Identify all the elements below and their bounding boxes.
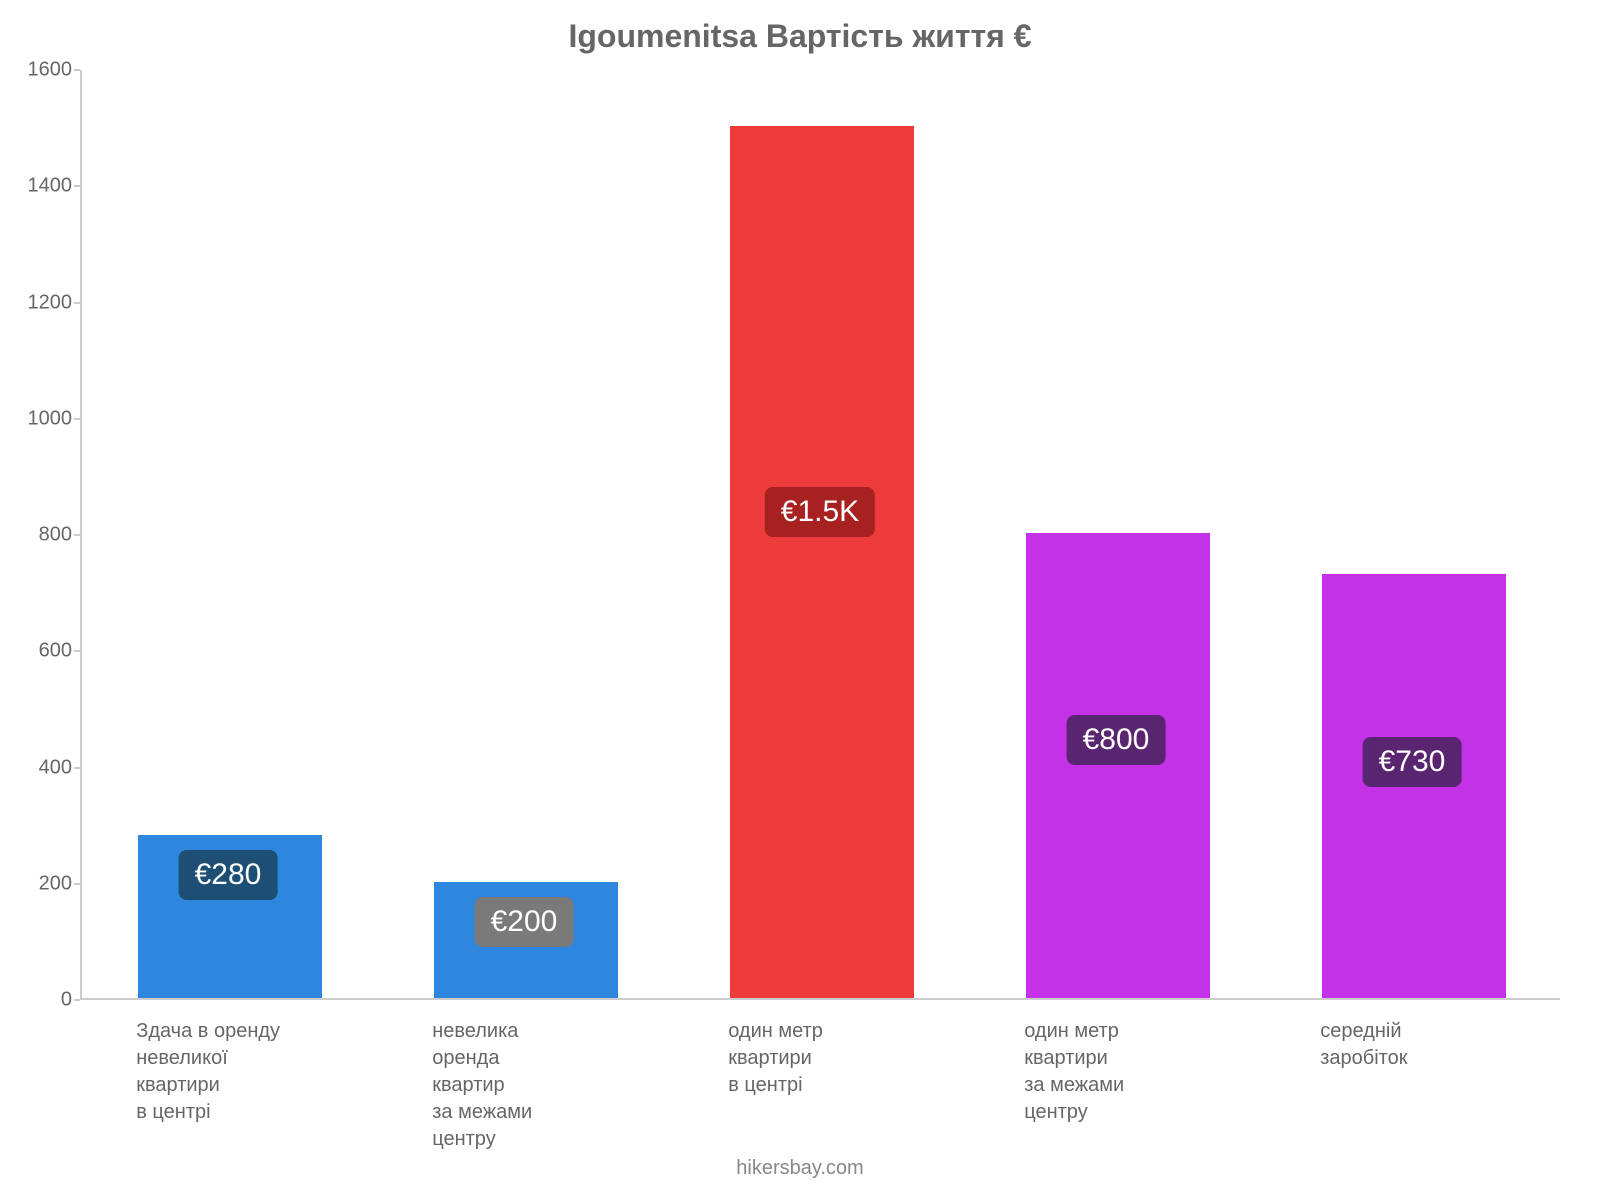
chart-container: Igoumenitsa Вартість життя € hikersbay.c… [0,0,1600,1200]
x-category-label: один метр квартирив центрі [728,1018,912,1099]
y-tick-mark [74,302,80,304]
y-tick-mark [74,767,80,769]
chart-title: Igoumenitsa Вартість життя € [0,18,1600,55]
y-tick-label: 200 [39,872,72,895]
y-tick-mark [74,534,80,536]
bar [730,126,914,998]
y-tick-label: 400 [39,756,72,779]
y-tick-label: 1400 [28,175,73,198]
y-tick-mark [74,185,80,187]
bar-value-label: €200 [475,897,574,947]
y-tick-label: 0 [61,989,72,1012]
y-tick-label: 1600 [28,59,73,82]
y-tick-mark [74,69,80,71]
bar-value-label: €800 [1067,715,1166,765]
x-category-label: середнійзаробіток [1320,1018,1504,1072]
chart-footer: hikersbay.com [0,1157,1600,1180]
bar-value-label: €1.5K [765,487,875,537]
y-tick-label: 800 [39,524,72,547]
y-tick-mark [74,883,80,885]
bar-value-label: €280 [179,850,278,900]
y-tick-mark [74,418,80,420]
y-tick-label: 1000 [28,407,73,430]
bar-value-label: €730 [1363,737,1462,787]
y-tick-label: 1200 [28,291,73,314]
bar [1026,533,1210,998]
x-category-label: один метр квартириза межамицентру [1024,1018,1208,1126]
x-category-label: невеликаорендаквартирза межамицентру [432,1018,616,1153]
y-tick-mark [74,999,80,1001]
x-category-label: Здача в орендуневеликоїквартирив центрі [136,1018,320,1126]
y-tick-label: 600 [39,640,72,663]
y-tick-mark [74,650,80,652]
